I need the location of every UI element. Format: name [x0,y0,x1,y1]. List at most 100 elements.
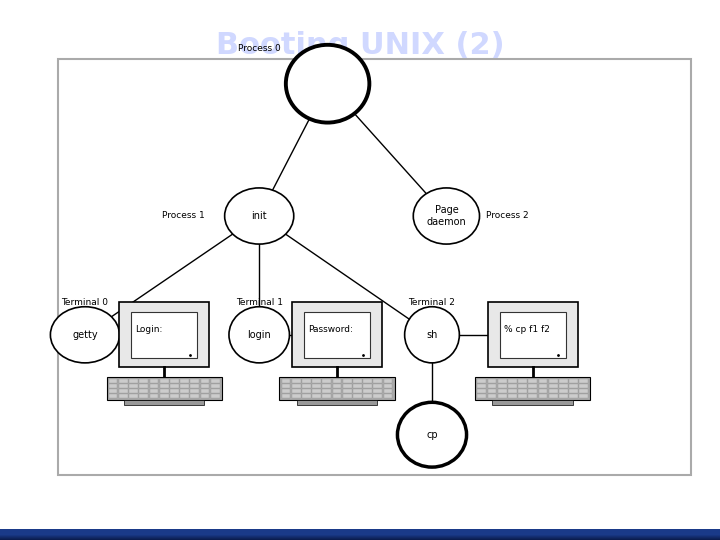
FancyBboxPatch shape [487,379,496,382]
FancyBboxPatch shape [150,383,158,388]
FancyBboxPatch shape [518,389,527,393]
Bar [0,531,720,536]
FancyBboxPatch shape [211,394,220,398]
Bar [0,531,720,537]
Bar [0,535,720,540]
Bar [0,531,720,536]
FancyBboxPatch shape [539,389,547,393]
FancyBboxPatch shape [305,312,370,358]
FancyBboxPatch shape [170,379,179,382]
Bar [0,534,720,539]
FancyBboxPatch shape [302,383,311,388]
FancyBboxPatch shape [528,394,537,398]
FancyBboxPatch shape [508,383,517,388]
FancyBboxPatch shape [150,394,158,398]
FancyBboxPatch shape [124,400,204,405]
Bar [0,530,720,536]
Text: getty: getty [72,330,98,340]
FancyBboxPatch shape [353,394,361,398]
FancyBboxPatch shape [292,302,382,367]
FancyBboxPatch shape [549,379,557,382]
FancyBboxPatch shape [190,394,199,398]
Ellipse shape [286,45,369,123]
Text: init: init [251,211,267,221]
Bar [0,531,720,536]
FancyBboxPatch shape [292,394,300,398]
FancyBboxPatch shape [498,389,507,393]
Bar [0,534,720,539]
FancyBboxPatch shape [343,394,351,398]
FancyBboxPatch shape [353,389,361,393]
Bar [0,534,720,539]
Bar [0,532,720,538]
Ellipse shape [397,402,467,467]
FancyBboxPatch shape [302,379,311,382]
FancyBboxPatch shape [343,383,351,388]
FancyBboxPatch shape [492,400,573,405]
FancyBboxPatch shape [570,394,578,398]
Bar [0,531,720,537]
FancyBboxPatch shape [292,383,300,388]
FancyBboxPatch shape [508,379,517,382]
Bar [0,529,720,535]
Bar [0,530,720,536]
Bar [0,534,720,539]
Bar [0,532,720,537]
FancyBboxPatch shape [528,389,537,393]
Text: Terminal 0: Terminal 0 [61,298,109,307]
FancyBboxPatch shape [109,379,117,382]
FancyBboxPatch shape [201,394,210,398]
FancyBboxPatch shape [180,383,189,388]
FancyBboxPatch shape [109,394,117,398]
Ellipse shape [225,188,294,244]
Bar [0,530,720,535]
FancyBboxPatch shape [518,394,527,398]
Bar [0,532,720,537]
FancyBboxPatch shape [580,394,588,398]
Text: Page
daemon: Page daemon [426,205,467,227]
Bar [0,530,720,536]
Bar [0,530,720,535]
FancyBboxPatch shape [549,394,557,398]
FancyBboxPatch shape [312,389,321,393]
FancyBboxPatch shape [180,394,189,398]
FancyBboxPatch shape [539,379,547,382]
FancyBboxPatch shape [160,383,168,388]
FancyBboxPatch shape [353,379,361,382]
FancyBboxPatch shape [282,383,290,388]
Bar [0,533,720,538]
FancyBboxPatch shape [302,394,311,398]
FancyBboxPatch shape [211,383,220,388]
Bar [0,530,720,535]
FancyBboxPatch shape [333,394,341,398]
FancyBboxPatch shape [190,379,199,382]
Bar [0,535,720,540]
Bar [0,530,720,536]
Text: Terminal 2: Terminal 2 [408,298,456,307]
Bar [0,534,720,539]
FancyBboxPatch shape [570,383,578,388]
Text: Password:: Password: [308,325,353,334]
Bar [0,532,720,537]
FancyBboxPatch shape [374,389,382,393]
Bar [0,532,720,538]
FancyBboxPatch shape [498,394,507,398]
FancyBboxPatch shape [109,389,117,393]
FancyBboxPatch shape [119,389,127,393]
Bar [0,532,720,538]
FancyBboxPatch shape [302,389,311,393]
Bar [0,532,720,537]
Bar [0,534,720,539]
FancyBboxPatch shape [374,383,382,388]
FancyBboxPatch shape [119,383,127,388]
Bar [0,534,720,539]
FancyBboxPatch shape [119,379,127,382]
FancyBboxPatch shape [498,383,507,388]
Bar [0,532,720,538]
FancyBboxPatch shape [487,383,496,388]
Ellipse shape [50,307,120,363]
Bar [0,534,720,539]
Bar [0,532,720,537]
FancyBboxPatch shape [500,312,566,358]
Bar [0,531,720,536]
